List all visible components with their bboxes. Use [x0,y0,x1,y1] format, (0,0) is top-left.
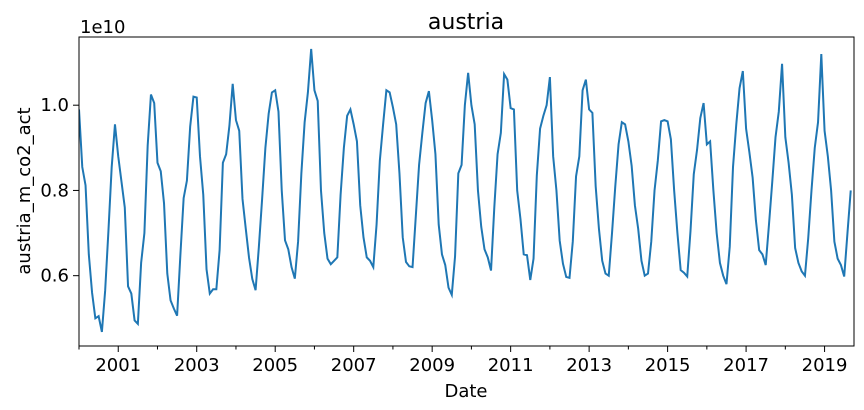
y-axis-ticks: 0.6 0.8 1.0 [40,95,79,287]
x-axis-label: Date [444,381,487,402]
series-line [79,48,852,333]
plot-area-frame [78,36,855,347]
x-tick-label: 2009 [409,355,455,376]
x-tick-label: 2011 [488,355,534,376]
x-tick-label: 2013 [566,355,612,376]
x-tick-label: 2019 [802,355,848,376]
x-tick-label: 2007 [331,355,377,376]
y-axis-label: austria_m_co2_act [14,107,35,274]
x-tick-label: 2005 [252,355,298,376]
x-tick-label: 2003 [174,355,220,376]
x-tick-label: 2017 [723,355,769,376]
y-tick-label: 1.0 [40,95,69,116]
x-axis-ticks: 2001 2003 2005 2007 2009 2011 2013 2015 2017 2019 [78,346,848,376]
x-tick-label: 2001 [95,355,141,376]
y-tick-label: 0.6 [40,266,69,287]
y-axis-offset-label: 1e10 [80,17,125,38]
chart-title: austria [428,10,504,35]
x-tick-label: 2015 [645,355,691,376]
y-tick-label: 0.8 [40,180,69,201]
